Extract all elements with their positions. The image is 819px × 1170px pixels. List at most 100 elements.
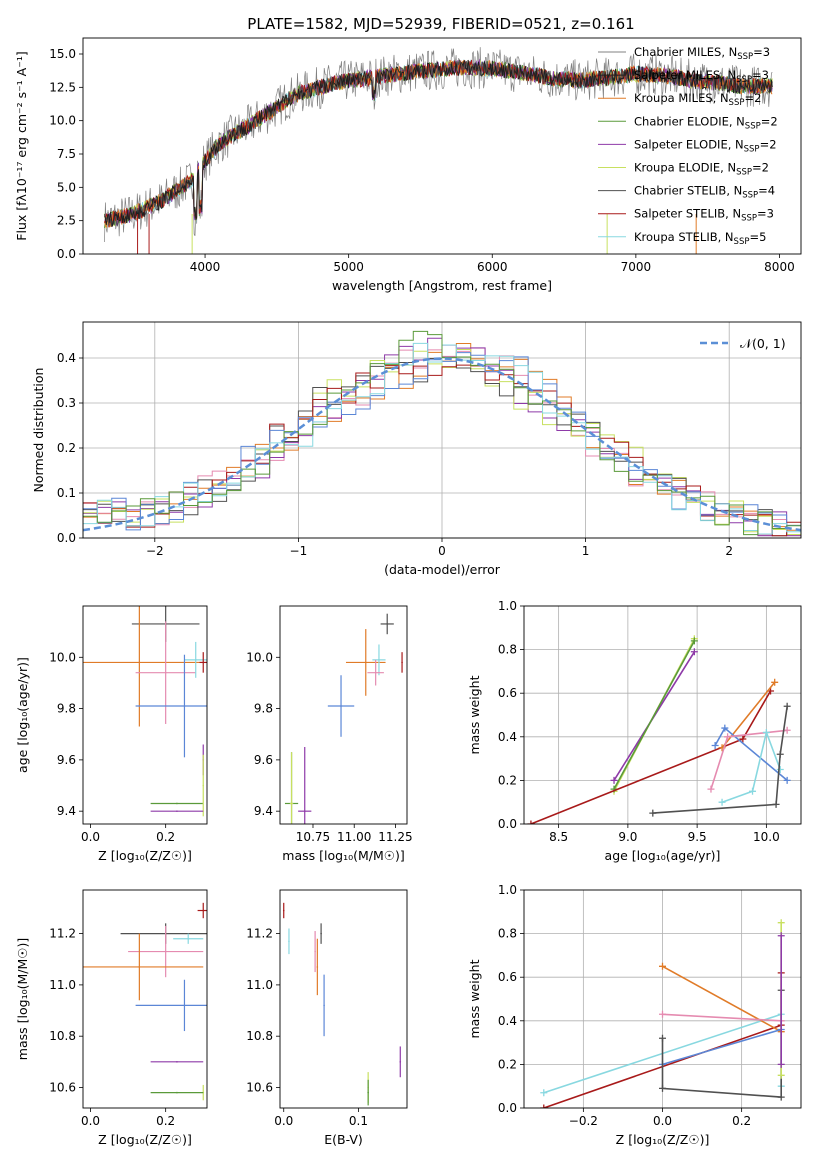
histogram-chabrier_elodie	[83, 330, 801, 538]
legend-entry: Chabrier MILES, NSSP=3	[634, 45, 770, 62]
y-tick-label: 0.4	[498, 1014, 517, 1028]
data-point	[374, 671, 377, 674]
legend-entry: 𝒩(0, 1)	[740, 336, 786, 351]
weight-marker	[783, 776, 791, 784]
plot-area	[284, 613, 403, 824]
plot-area	[83, 330, 801, 538]
x-tick-label: 9.0	[618, 830, 637, 844]
y-tick-label: 0.6	[498, 686, 517, 700]
x-tick-label: 8000	[764, 260, 795, 274]
data-point	[367, 1091, 369, 1094]
y-tick-label: 11.2	[246, 927, 273, 941]
axes-frame	[279, 605, 408, 825]
y-tick-label: 0.3	[57, 396, 76, 410]
y-tick-label: 0.6	[498, 970, 517, 984]
weight-line	[530, 690, 772, 824]
x-axis-label: Z [log₁₀(Z/Z☉)]	[616, 1132, 710, 1147]
y-tick-label: 9.4	[254, 804, 273, 818]
x-tick-label: 0.0	[653, 1114, 672, 1128]
x-tick-label: −2	[146, 544, 164, 558]
weight-marker	[659, 1084, 666, 1092]
chart-weight_vs_Z: −0.2 0.0 0.2 0.0 0.2 0.4 0.6 0.8 1.0 Z [log₁₀(Z/Z…	[467, 883, 802, 1147]
data-point	[183, 1004, 186, 1007]
plot-area	[83, 606, 207, 817]
data-point	[202, 661, 205, 664]
chart-age_vs_Z: 0.0 0.2 9.4 9.6 9.8 10.0 Z [log₁₀(Z/Z☉)] age [l…	[15, 605, 208, 863]
data-point	[340, 705, 342, 707]
weight-marker	[690, 637, 698, 645]
plot-area	[104, 47, 773, 254]
y-axis-label: Flux [fλ10⁻¹⁷ erg cm⁻² s⁻¹ A⁻¹]	[14, 51, 29, 240]
weight-marker	[749, 787, 757, 795]
data-point	[164, 950, 167, 953]
weight-marker	[540, 1104, 548, 1108]
y-tick-label: 10.6	[49, 1080, 76, 1094]
weight-marker	[724, 733, 732, 741]
y-tick-label: 0.2	[57, 441, 76, 455]
chart-residuals: −2 −1 0 1 2 0.0 0.1 0.2 0.3 0.4 (data-model)/error…	[31, 321, 802, 577]
data-point	[138, 661, 141, 664]
weight-marker	[540, 1089, 548, 1097]
weight-line	[721, 681, 776, 749]
data-point	[288, 940, 290, 943]
weight-marker	[649, 809, 657, 817]
data-point	[378, 659, 380, 661]
y-tick-label: 0.2	[498, 1057, 517, 1071]
data-point	[364, 661, 367, 664]
y-tick-label: 9.8	[57, 702, 76, 716]
y-tick-label: 0.8	[498, 927, 517, 941]
x-tick-label: 0.0	[274, 1114, 293, 1128]
plot-area	[540, 919, 785, 1108]
data-point	[194, 659, 197, 661]
weight-marker	[721, 724, 729, 732]
x-tick-label: 4000	[190, 260, 221, 274]
data-point	[323, 1004, 325, 1007]
x-axis-label: Z [log₁₀(Z/Z☉)]	[98, 1132, 192, 1147]
axes-frame	[82, 605, 208, 825]
chart-age_vs_mass: 10.75 11.00 11.25 9.4 9.6 9.8 10.0 mass [log₁₀(…	[246, 605, 413, 863]
chart-spectrum: 4000 5000 6000 7000 8000 0.0 2.5 5.0 7.5 10.0 12.5…	[14, 37, 802, 293]
y-axis-label: mass [log₁₀(M/M☉)]	[15, 938, 30, 1060]
legend-entry: Salpeter STELIB, NSSP=3	[634, 207, 774, 224]
weight-marker	[527, 820, 535, 824]
data-point	[202, 784, 205, 787]
y-tick-label: 5.0	[57, 180, 76, 194]
weight-marker	[659, 1034, 666, 1042]
legend-entry: Salpeter ELODIE, NSSP=2	[634, 137, 777, 154]
y-tick-label: 9.8	[254, 702, 273, 716]
weight-marker	[776, 750, 784, 758]
weight-line	[662, 1028, 782, 1066]
plot-area	[83, 902, 207, 1101]
y-tick-label: 0.0	[57, 247, 76, 261]
x-axis-label: Z [log₁₀(Z/Z☉)]	[98, 848, 192, 863]
data-point	[303, 810, 306, 812]
y-tick-label: 9.6	[254, 753, 273, 767]
x-tick-label: 0	[438, 544, 446, 558]
legend-entry: Kroupa ELODIE, NSSP=2	[634, 161, 769, 178]
x-tick-label: 5000	[333, 260, 364, 274]
figure-title: PLATE=1582, MJD=52939, FIBERID=0521, z=0…	[247, 15, 634, 33]
x-axis-label: age [log₁₀(age/yr)]	[605, 848, 721, 863]
weight-marker	[711, 742, 719, 750]
weight-marker	[777, 932, 785, 940]
data-point	[282, 909, 285, 912]
y-tick-label: 0.0	[498, 1101, 517, 1115]
x-tick-label: 7000	[621, 260, 652, 274]
data-point	[183, 705, 186, 707]
weight-marker	[776, 766, 784, 773]
data-point	[176, 1061, 178, 1063]
x-tick-label: 0.1	[349, 1114, 368, 1128]
y-axis-label: mass weight	[467, 959, 482, 1038]
data-point	[316, 966, 319, 968]
weight-marker	[659, 1010, 666, 1018]
data-point	[138, 966, 141, 968]
y-tick-label: 10.0	[49, 114, 76, 128]
x-tick-label: 0.0	[81, 830, 100, 844]
y-tick-label: 10.0	[246, 650, 273, 664]
y-tick-label: 0.1	[57, 486, 76, 500]
weight-marker	[690, 648, 698, 656]
legend: Chabrier MILES, NSSP=3 Salpeter MILES, NS…	[598, 45, 778, 247]
data-point	[320, 932, 322, 935]
spectrum-line-chabrier_miles	[104, 47, 773, 243]
axes-frame	[523, 605, 802, 825]
